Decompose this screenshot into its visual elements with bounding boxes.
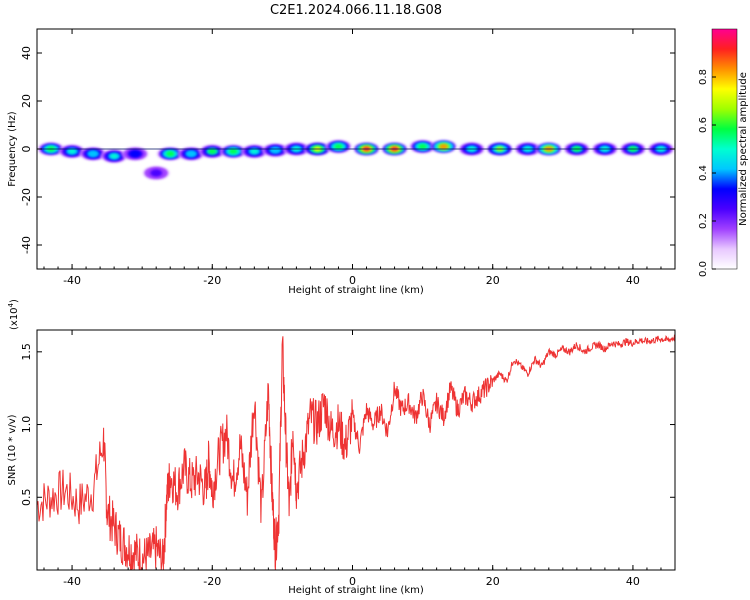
heatmap-blob-9 [219,144,248,159]
heatmap-y-tick-label-0: -40 [20,236,33,254]
colorbar-tick-label-0: 0.0 [698,261,709,277]
snr-x-tick-label-2: 0 [349,575,356,588]
heatmap-x-tick-label-0: -40 [63,274,81,287]
heatmap-blob-18 [429,139,458,154]
heatmap-blob-7 [177,146,206,161]
heatmap-blob-6-level-5 [166,151,175,157]
snr-y-tick-label-1: 1.0 [20,416,33,434]
heatmap-y-axis: -40 -20 0 20 40 [20,46,675,254]
snr-y-tick-label-0: 0.5 [20,489,33,507]
snr-plot-area [37,330,675,570]
heatmap-blob-11 [261,143,290,158]
heatmap-x-axis-label: Height of straight line (km) [288,285,424,296]
colorbar-tick-label-3: 0.6 [698,117,709,133]
heatmap-x-axis: -40 -20 0 20 40 [43,29,676,287]
heatmap-blob-18-level-5 [439,144,448,150]
colorbar-tick-label-2: 0.4 [698,165,709,181]
snr-y-tick-label-2: 1.5 [20,343,33,361]
colorbar-gradient [711,28,738,270]
heatmap-blob-23 [562,142,591,156]
snr-multiplier-exp: 4 [7,302,15,307]
snr-x-tick-label-1: -20 [203,575,221,588]
heatmap-blob-1-level-5 [68,148,77,154]
colorbar-ticks: 0.0 0.2 0.4 0.6 0.8 [698,69,716,277]
colorbar: 0.0 0.2 0.4 0.6 0.8 Normalized spectral ampl… [698,28,749,277]
snr-y-multiplier: (x104) [7,299,20,330]
snr-y-axis: 0.5 1.0 1.5 [20,343,675,506]
snr-y-axis-label: SNR (10 * v/v) [7,414,18,485]
heatmap-y-tick-label-1: -20 [20,188,33,206]
snr-multiplier-close: ) [9,299,20,303]
heatmap-y-tick-label-4: 40 [20,46,33,60]
snr-x-tick-label-3: 20 [486,575,500,588]
heatmap-panel: -40 -20 0 20 40 -40 -20 0 20 40 Height of straig… [7,28,676,296]
snr-x-tick-label-4: 40 [626,575,640,588]
heatmap-x-tick-label-3: 20 [486,274,500,287]
snr-x-axis: -40 -20 0 20 40 [43,330,676,588]
heatmap-blob-9-level-5 [229,148,238,154]
heatmap-blob-17-level-5 [418,144,427,150]
colorbar-tick-label-1: 0.2 [698,213,709,229]
heatmap-x-tick-label-4: 40 [626,274,640,287]
chart-title: C2E1.2024.066.11.18.G08 [270,3,442,18]
heatmap-blob-14-level-5 [334,144,343,150]
heatmap-blob-3-level-5 [110,153,119,159]
colorbar-tick-label-4: 0.8 [698,69,709,85]
heatmap-blob-5 [142,166,171,180]
snr-series-line [36,334,675,571]
heatmap-blob-14 [324,139,353,154]
snr-multiplier-base: (x10 [9,307,20,330]
heatmap-blob-2 [79,146,108,161]
heatmap-blobs [37,139,675,180]
snr-x-axis-label: Height of straight line (km) [288,585,424,596]
heatmap-blob-2-level-5 [89,151,98,157]
heatmap-blob-8-level-5 [208,148,217,154]
snr-frame [36,329,676,571]
heatmap-x-tick-label-2: 0 [349,274,356,287]
colorbar-label: Normalized spectral amplitude [738,72,749,226]
snr-x-tick-label-0: -40 [63,575,81,588]
heatmap-blob-6 [156,146,185,161]
heatmap-y-tick-label-3: 20 [20,94,33,108]
heatmap-blob-4-level-5 [131,151,140,157]
heatmap-blob-10-level-5 [250,148,259,154]
heatmap-blob-1 [58,144,87,159]
heatmap-blob-4 [121,146,150,161]
heatmap-blob-7-level-5 [187,151,196,157]
heatmap-blob-5-level-5 [152,170,161,176]
heatmap-y-axis-label: Frequency (Hz) [7,111,18,187]
snr-panel: -40 -20 0 20 40 0.5 1.0 1.5 Height of straight… [7,299,676,596]
heatmap-blob-11-level-5 [271,147,280,153]
heatmap-x-tick-label-1: -20 [203,274,221,287]
heatmap-blob-3 [100,149,129,164]
heatmap-y-tick-label-2: 0 [20,146,33,153]
